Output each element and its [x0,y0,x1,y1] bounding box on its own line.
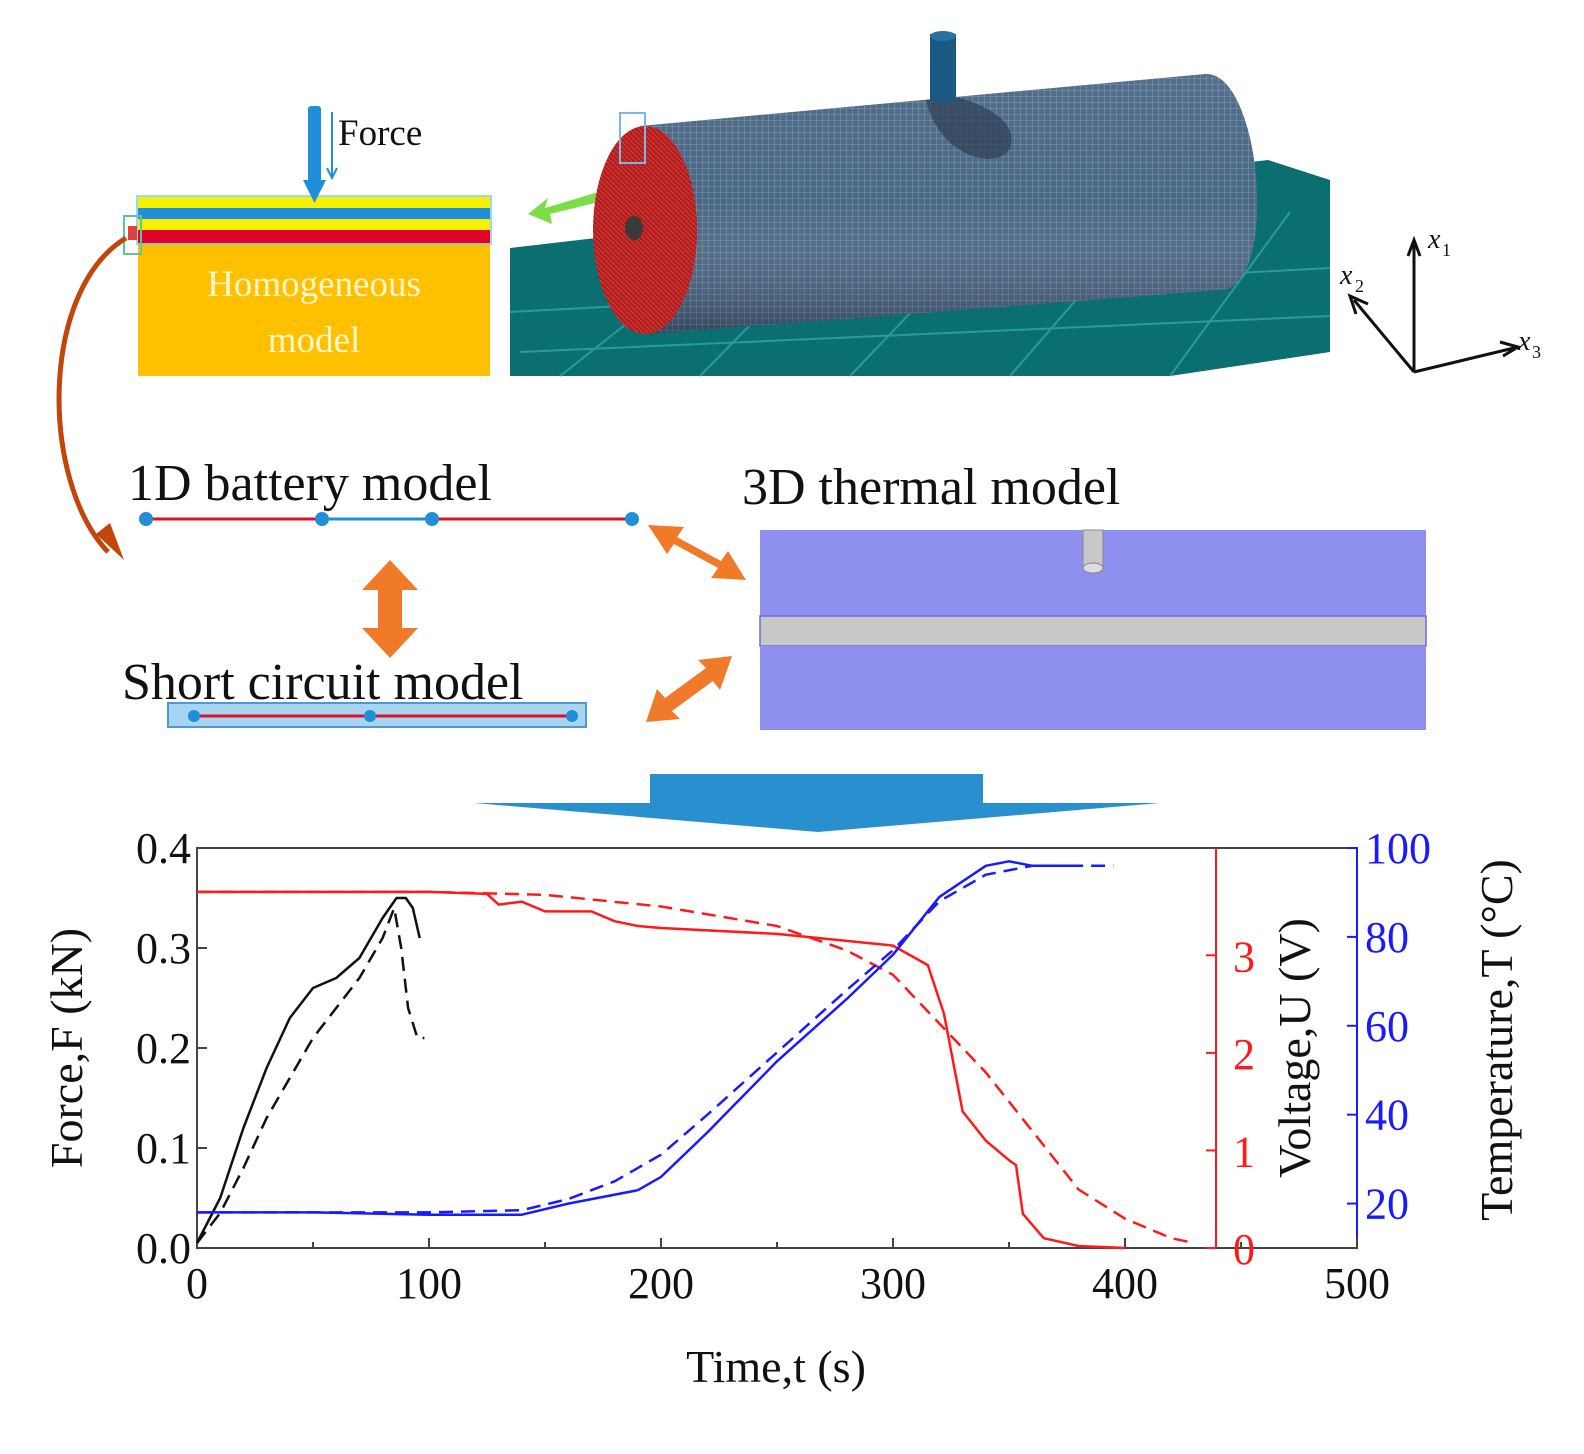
homogeneous-to-1d-arrow [56,235,128,560]
axis-x1-sub: 1 [1442,240,1451,260]
series-temperature-experiment [197,860,1079,1216]
short-circuit-label: Short circuit model [122,654,523,711]
series-voltage-experiment [197,890,1126,1250]
force-small-arrow-icon [326,112,338,181]
force-tick-label: 0.4 [136,824,191,873]
homogeneous-block [138,243,490,376]
axis-x2-line [1352,299,1416,373]
double-arrow-short-thermal [646,656,732,722]
force-arrow-shaft [308,106,321,182]
series-temperature-simulation [197,864,1114,1214]
homogeneous-model: Homogeneous model Force [123,106,492,376]
temperature-tick-label: 40 [1365,1091,1409,1140]
thermal-bottom-block [760,646,1426,730]
curved-arrow-head [96,523,124,560]
thermal-core-band [759,615,1427,647]
battery-1d-label: 1D battery model [128,455,492,512]
voltage-tick-label: 2 [1233,1030,1255,1079]
force-tick-label: 0.1 [136,1124,191,1173]
series-voltage-simulation [197,890,1195,1245]
indenter-rod-top [930,31,956,41]
axis-x2-label: x [1339,260,1353,291]
force-tick-label: 0.3 [136,924,191,973]
chart: 0 100 200 300 400 500 0.0 0.1 0.2 0.3 0.4 0 1 2 3 20 40 6… [41,824,1522,1392]
x-tick-label: 100 [396,1259,462,1308]
cylinder-end-hole [625,216,643,240]
temperature-tick-label: 20 [1365,1180,1409,1229]
short-circuit-line [167,702,587,728]
thermal-indenter [1082,529,1104,569]
double-arrow-1d-short [362,560,418,658]
x-axis-title: Time,t (s) [686,1341,866,1392]
temperature-tick-label: 60 [1365,1002,1409,1051]
end-face-marker [619,112,646,164]
short-node-3 [566,710,578,722]
x-tick-label: 200 [628,1259,694,1308]
x-tick-label: 0 [186,1259,208,1308]
indenter-rod [930,34,956,102]
layer-yellow-mid [138,219,490,230]
voltage-axis-title: Voltage,U (V) [1269,918,1320,1178]
coordinate-axes [1347,235,1522,374]
cylinder-mesh-model [509,31,1331,377]
chart-series [195,860,1195,1250]
x-tick-label: 300 [860,1259,926,1308]
axis-x2-arrow [1347,293,1369,315]
layer-blue [138,208,490,219]
battery-node-2 [315,512,329,526]
axis-x3-line [1413,346,1515,374]
green-arrow [528,188,615,224]
chart-plot-frame [196,847,1358,1249]
temperature-axis-title: Temperature,T (°C) [1471,859,1522,1221]
double-arrow-1d-thermal [648,525,746,580]
axis-x1-label: x [1427,224,1441,255]
series-force-simulation [196,906,425,1244]
battery-node-4 [625,512,639,526]
homogeneous-label-line1: Homogeneous [207,264,421,305]
axis-x3-arrow [1499,340,1522,358]
thermal-3d-model [759,529,1427,730]
voltage-tick-label: 1 [1233,1127,1255,1176]
short-node-1 [188,710,200,722]
cylinder-end-face [593,126,697,334]
axis-x3-label: x [1517,326,1531,357]
detail-marker-fill [128,226,137,240]
force-tick-label: 0.0 [136,1224,191,1273]
force-axis-title: Force,F (kN) [41,928,92,1168]
axis-x2-sub: 2 [1355,276,1364,296]
axis-x1-arrow [1406,235,1422,257]
chart-tick-labels: 0 100 200 300 400 500 0.0 0.1 0.2 0.3 0.4 0 1 2 3 20 40 6… [136,824,1431,1308]
layer-yellow-top [138,197,490,208]
temperature-tick-label: 80 [1365,913,1409,962]
cylinder-dent [926,98,1012,159]
homogeneous-label-line2: model [268,320,360,361]
x-tick-label: 400 [1092,1259,1158,1308]
short-node-2 [364,710,376,722]
battery-node-1 [139,512,153,526]
axis-x3-sub: 3 [1532,342,1541,362]
force-arrow-head [303,180,326,203]
force-tick-label: 0.2 [136,1024,191,1073]
voltage-tick-label: 0 [1233,1225,1255,1274]
cylinder-shade [640,73,1258,334]
layer-red [138,230,490,243]
big-down-arrow [474,774,1160,832]
force-label: Force [338,113,422,154]
temperature-tick-label: 100 [1365,824,1431,873]
battery-node-3 [425,512,439,526]
voltage-tick-label: 3 [1233,932,1255,981]
detail-marker [123,215,142,255]
chart-ticks [196,847,1358,1249]
series-force-experiment [195,896,421,1244]
x-tick-label: 500 [1324,1259,1390,1308]
battery-1d-line [139,512,639,526]
thermal-3d-label: 3D thermal model [742,459,1120,516]
thermal-indenter-tip [1082,562,1104,574]
